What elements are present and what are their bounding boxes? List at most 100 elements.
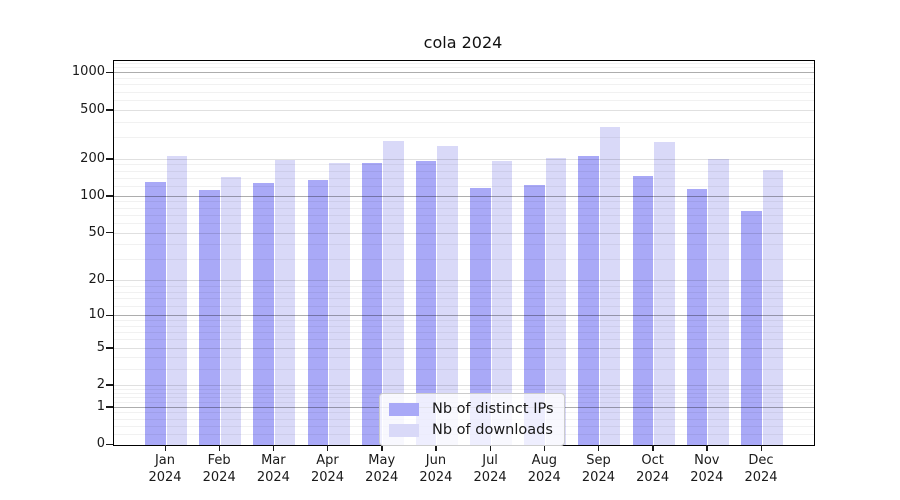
gridline	[114, 244, 814, 246]
x-tick-mark	[381, 445, 383, 451]
bar-downloads-sep	[599, 126, 621, 445]
y-tick-label-10: 10	[88, 307, 105, 323]
gridline	[114, 84, 814, 86]
x-tick-mark	[543, 445, 546, 451]
gridline	[114, 201, 814, 203]
x-tick-mark	[218, 445, 221, 451]
gridline	[114, 186, 814, 188]
gridline	[114, 339, 814, 341]
gridline	[114, 384, 814, 386]
gridline	[114, 62, 814, 64]
gridline	[114, 259, 814, 261]
x-tick-year: 2024	[473, 469, 507, 485]
x-tick-mark	[760, 445, 762, 451]
y-tick-label-2: 2	[96, 376, 105, 392]
x-tick-month: Jan	[154, 453, 176, 468]
y-tick-mark	[106, 279, 113, 282]
bar-ips-apr	[307, 180, 329, 445]
gridline	[114, 320, 814, 322]
x-tick-month: Jun	[425, 453, 447, 468]
x-tick-label-mar: Mar 2024	[243, 453, 303, 486]
gridline	[114, 177, 814, 179]
gridline	[114, 232, 814, 234]
y-tick-label-0: 0	[96, 436, 105, 451]
bar-ips-nov	[686, 189, 708, 445]
bar-downloads-apr	[329, 162, 350, 445]
x-tick-mark	[272, 445, 275, 451]
x-tick-month: Mar	[261, 453, 286, 468]
x-tick-year: 2024	[690, 469, 724, 485]
bar-ips-dec	[741, 211, 762, 445]
gridline	[114, 222, 814, 224]
x-tick-year: 2024	[202, 469, 236, 485]
bar-ips-aug	[524, 185, 545, 445]
bar-downloads-mar	[274, 160, 296, 445]
gridline	[114, 388, 814, 390]
bar-ips-jun	[415, 161, 437, 445]
gridline	[114, 332, 814, 334]
x-tick-year: 2024	[527, 469, 561, 485]
legend-swatch-distinct-ips	[389, 402, 419, 416]
bar-downloads-jun	[437, 146, 458, 445]
x-tick-month: Dec	[748, 453, 774, 468]
gridline	[114, 91, 814, 93]
y-tick-mark	[106, 195, 113, 197]
gridline	[114, 99, 814, 101]
y-tick-label-100: 100	[80, 187, 105, 203]
y-tick-mark	[106, 232, 113, 234]
x-tick-label-feb: Feb 2024	[189, 453, 249, 486]
bar-downloads-jan	[166, 156, 187, 445]
gridline	[114, 164, 814, 166]
legend-swatch-downloads	[389, 423, 419, 437]
gridline	[114, 214, 814, 216]
gridline	[114, 315, 814, 316]
gridline	[114, 67, 814, 69]
gridline	[114, 280, 814, 282]
x-tick-label-jul: Jul 2024	[460, 453, 520, 486]
legend-item-distinct-ips: Nb of distinct IPs	[389, 401, 554, 417]
bar-downloads-oct	[654, 142, 675, 445]
gridline	[114, 357, 814, 359]
bar-ips-feb	[199, 189, 220, 445]
gridline	[114, 306, 814, 307]
gridline	[114, 72, 814, 74]
y-tick-label-20: 20	[88, 272, 105, 288]
x-tick-year: 2024	[419, 469, 453, 485]
x-tick-label-may: May 2024	[352, 453, 412, 486]
y-tick-mark	[106, 109, 113, 111]
x-tick-year: 2024	[310, 469, 345, 485]
x-tick-label-sep: Sep 2024	[568, 453, 628, 486]
x-tick-year: 2024	[581, 469, 615, 485]
x-tick-label-nov: Nov 2024	[677, 453, 737, 486]
x-tick-mark	[652, 445, 654, 451]
x-tick-month: Jul	[482, 453, 498, 468]
x-tick-label-aug: Aug 2024	[514, 453, 574, 486]
y-tick-mark	[106, 71, 113, 74]
x-tick-month: May	[368, 453, 396, 468]
bar-ips-jul	[470, 188, 491, 445]
gridline	[114, 291, 814, 293]
y-tick-label-1: 1	[96, 398, 105, 414]
bar-ips-may	[361, 163, 383, 445]
chart-legend: Nb of distinct IPs Nb of downloads	[379, 393, 565, 446]
bar-ips-sep	[578, 156, 599, 445]
x-tick-month: Nov	[694, 453, 720, 468]
gridline	[114, 195, 814, 197]
bar-downloads-jul	[491, 161, 513, 445]
x-tick-year: 2024	[256, 469, 290, 485]
gridline	[114, 121, 814, 123]
bar-downloads-may	[383, 141, 404, 445]
x-tick-year: 2024	[148, 469, 182, 485]
y-tick-label-50: 50	[88, 224, 105, 240]
gridline	[114, 137, 814, 138]
gridline	[114, 158, 814, 160]
x-tick-mark	[706, 445, 708, 451]
x-tick-label-oct: Oct 2024	[623, 453, 683, 486]
x-tick-month: Feb	[207, 453, 231, 468]
gridline	[114, 285, 814, 287]
y-tick-label-1000: 1000	[71, 64, 105, 80]
gridline	[114, 369, 814, 371]
x-tick-month: Aug	[531, 453, 557, 468]
legend-label-distinct-ips: Nb of distinct IPs	[432, 401, 554, 417]
